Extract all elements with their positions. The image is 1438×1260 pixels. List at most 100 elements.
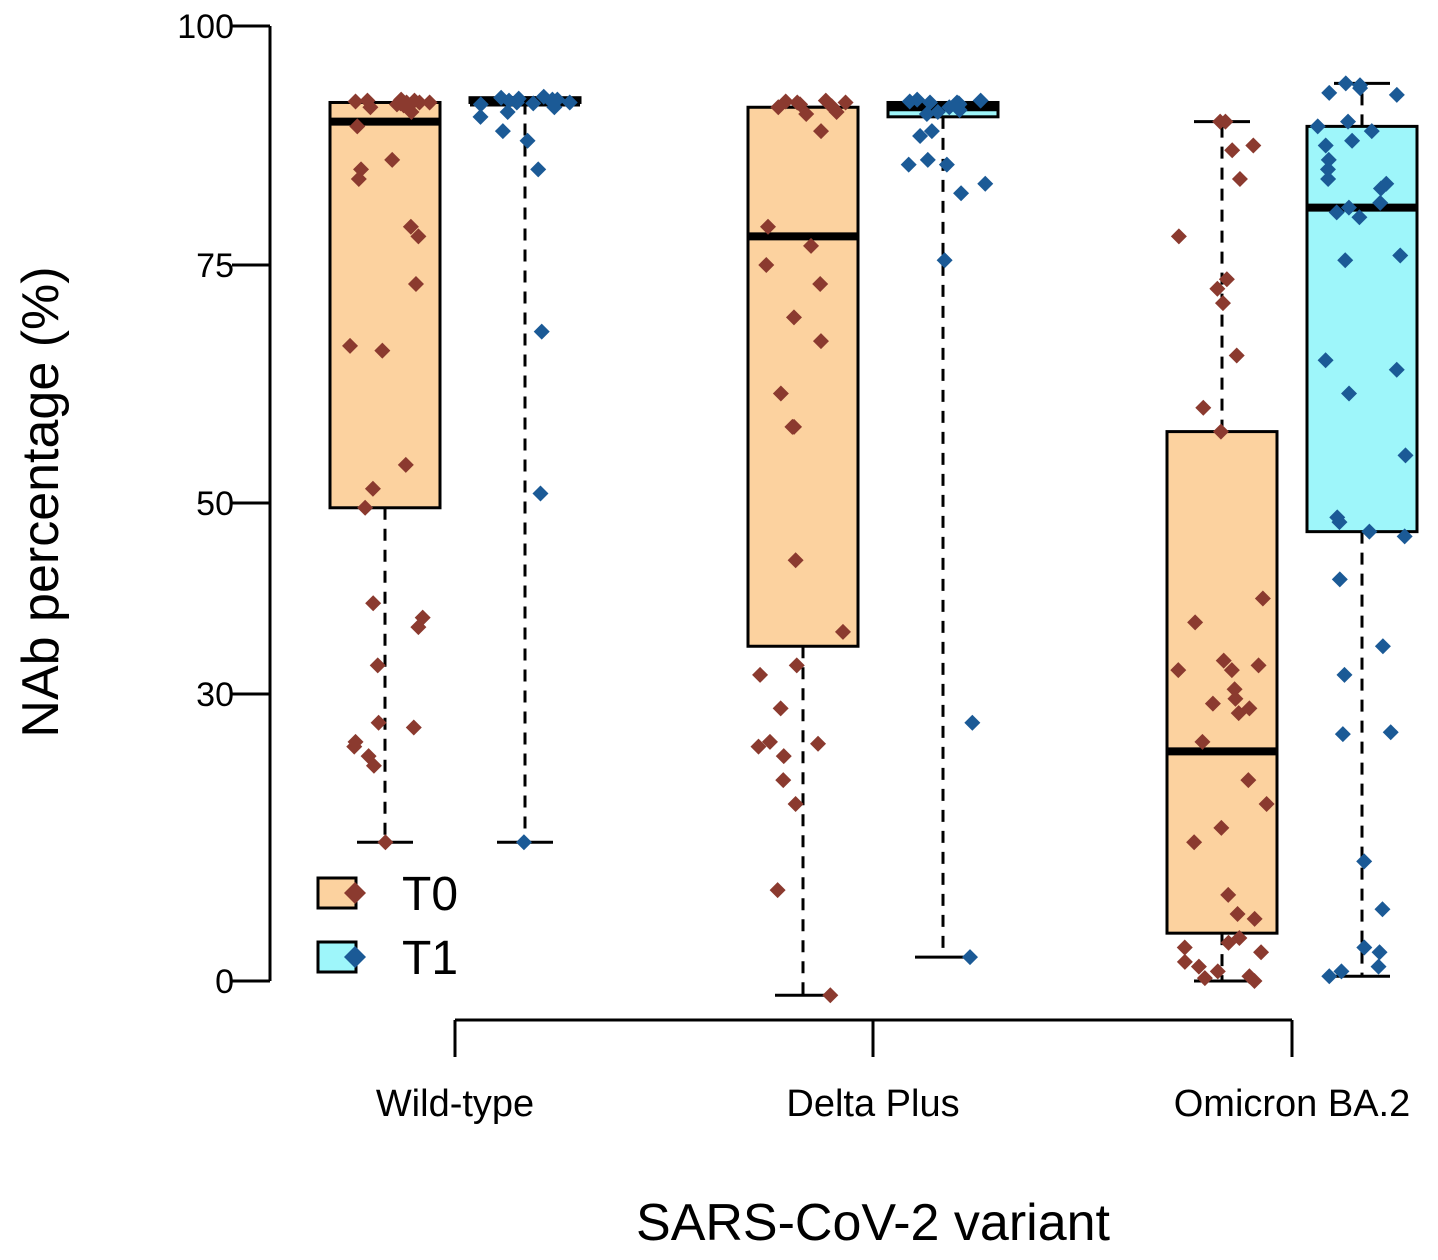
data-point xyxy=(1356,853,1373,870)
data-point xyxy=(1228,347,1245,364)
data-point xyxy=(1176,939,1193,956)
legend-label: T0 xyxy=(402,868,458,921)
data-point xyxy=(1374,638,1391,655)
data-point xyxy=(510,90,527,107)
data-point xyxy=(1258,796,1275,813)
data-point xyxy=(1209,963,1226,980)
data-point xyxy=(752,666,769,683)
box xyxy=(328,100,442,510)
box-group xyxy=(468,96,582,844)
data-point xyxy=(405,719,422,736)
data-point xyxy=(532,485,549,502)
data-point xyxy=(421,94,438,111)
data-point xyxy=(972,92,989,109)
data-point xyxy=(533,323,550,340)
y-tick-label: 75 xyxy=(196,247,234,285)
data-point xyxy=(921,94,938,111)
data-point xyxy=(1176,953,1193,970)
points-group xyxy=(750,92,854,1004)
points-group xyxy=(342,91,438,851)
data-point xyxy=(1223,662,1240,679)
y-axis: 0 30 50 75 100 xyxy=(177,8,272,1001)
data-point xyxy=(494,123,511,140)
data-point xyxy=(929,104,946,121)
data-point xyxy=(357,499,374,516)
data-point xyxy=(1334,726,1351,743)
data-point xyxy=(1382,724,1399,741)
data-point xyxy=(364,480,381,497)
data-point xyxy=(1246,910,1263,927)
data-point xyxy=(407,276,424,293)
data-point xyxy=(761,733,778,750)
data-point xyxy=(1240,772,1257,789)
data-point xyxy=(1213,819,1230,836)
data-point xyxy=(1230,705,1247,722)
box xyxy=(746,105,860,648)
data-point xyxy=(1340,199,1357,216)
data-point xyxy=(1214,295,1231,312)
data-point xyxy=(499,104,516,121)
data-point xyxy=(365,757,382,774)
legend-entry-t1: T1 xyxy=(316,932,458,985)
data-point xyxy=(798,105,815,122)
data-point xyxy=(1209,280,1226,297)
box-group xyxy=(1305,81,1419,978)
data-point xyxy=(362,99,379,116)
legend-marker xyxy=(344,946,366,968)
data-point xyxy=(769,882,786,899)
data-point xyxy=(785,309,802,326)
data-point xyxy=(909,91,926,108)
data-point xyxy=(410,619,427,636)
data-point xyxy=(789,94,806,111)
data-point xyxy=(813,123,830,140)
y-tick-label: 50 xyxy=(196,485,234,523)
data-point xyxy=(912,127,929,144)
data-point xyxy=(1190,958,1207,975)
data-point xyxy=(1388,361,1405,378)
data-point xyxy=(1224,142,1241,159)
data-point xyxy=(1392,247,1409,264)
data-point xyxy=(1204,695,1221,712)
data-point xyxy=(1170,228,1187,245)
data-point xyxy=(775,748,792,765)
data-point xyxy=(772,700,789,717)
data-point xyxy=(501,92,518,109)
x-tick-label: Wild-type xyxy=(376,1083,534,1125)
data-point xyxy=(1245,137,1262,154)
x-axis-title: SARS-CoV-2 variant xyxy=(636,1194,1111,1252)
data-point xyxy=(349,118,366,135)
data-point xyxy=(403,104,420,121)
data-point xyxy=(787,552,804,569)
data-point xyxy=(951,102,968,119)
data-point xyxy=(1186,834,1203,851)
data-point xyxy=(472,96,489,113)
data-point xyxy=(1396,528,1413,545)
x-axis: Wild-type Delta Plus Omicron BA.2 xyxy=(376,1018,1410,1125)
data-point xyxy=(938,156,955,173)
data-point xyxy=(1337,252,1354,269)
data-point xyxy=(402,218,419,235)
data-point xyxy=(1321,84,1338,101)
data-point xyxy=(953,185,970,202)
data-point xyxy=(342,337,359,354)
data-point xyxy=(1227,690,1244,707)
box-group xyxy=(1165,120,1279,983)
data-point xyxy=(525,95,542,112)
data-point xyxy=(786,418,803,435)
box xyxy=(1165,430,1279,935)
data-point xyxy=(1195,399,1212,416)
data-point xyxy=(775,772,792,789)
data-point xyxy=(1361,523,1378,540)
data-point xyxy=(826,101,843,118)
data-point xyxy=(1196,970,1213,987)
legend-marker xyxy=(344,882,366,904)
data-point xyxy=(834,623,851,640)
data-point xyxy=(410,228,427,245)
data-point xyxy=(1370,958,1387,975)
data-point xyxy=(1397,447,1414,464)
data-point xyxy=(1254,590,1271,607)
y-tick-label: 100 xyxy=(177,8,234,46)
data-point xyxy=(1331,571,1348,588)
data-point xyxy=(1215,652,1232,669)
data-point xyxy=(772,385,789,402)
